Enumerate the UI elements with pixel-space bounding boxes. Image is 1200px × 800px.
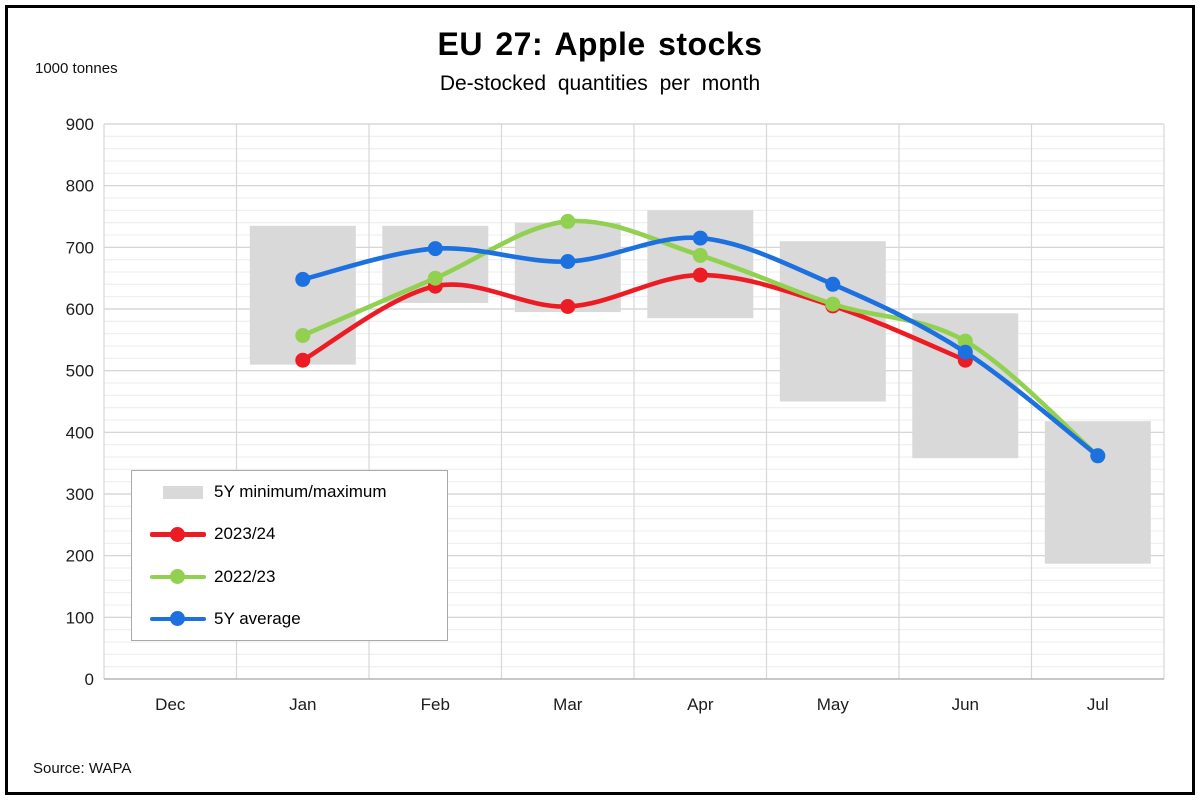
svg-text:Apr: Apr (687, 695, 714, 714)
range-bar (1044, 421, 1151, 564)
data-point (427, 241, 443, 257)
x-axis-tick-labels: Dec Jan Feb Mar Apr May Jun Jul (155, 695, 1108, 714)
data-point (825, 276, 841, 292)
data-point (957, 344, 973, 360)
y-axis-units-label: 1000 tonnes (35, 60, 118, 77)
svg-text:500: 500 (66, 362, 94, 381)
svg-text:300: 300 (66, 485, 94, 504)
svg-text:0: 0 (85, 670, 94, 689)
svg-text:700: 700 (66, 238, 94, 257)
y-axis-tick-labels: 0 100 200 300 400 500 600 700 800 900 (66, 115, 94, 689)
svg-text:Jun: Jun (952, 695, 979, 714)
legend-item-2022-23: 2022/23 (150, 556, 447, 598)
legend-label-range: 5Y minimum/maximum (214, 482, 387, 502)
data-point (560, 213, 576, 229)
data-point (560, 254, 576, 269)
range-swatch-icon (163, 485, 203, 499)
legend-label-2023-24: 2023/24 (214, 524, 276, 544)
data-point (692, 230, 708, 246)
legend-item-range: 5Y minimum/maximum (150, 471, 447, 513)
range-bar (647, 210, 754, 319)
chart-subtitle: De-stocked quantities per month (439, 72, 761, 95)
red-line-marker-icon (150, 526, 212, 542)
svg-text:100: 100 (66, 608, 94, 627)
legend-item-5y-average: 5Y average (150, 598, 447, 640)
svg-text:May: May (817, 695, 850, 714)
source-label: Source: WAPA (33, 760, 132, 777)
data-point (825, 296, 841, 312)
data-point (692, 247, 708, 263)
data-point (1090, 448, 1106, 464)
data-point (427, 270, 443, 286)
data-point (560, 299, 576, 314)
legend-label-5y-average: 5Y average (214, 608, 301, 628)
svg-text:800: 800 (66, 177, 94, 196)
data-point (957, 333, 973, 349)
data-point (295, 352, 311, 368)
data-point (692, 267, 708, 283)
range-bar (249, 225, 356, 365)
svg-text:Feb: Feb (421, 695, 450, 714)
series-5y-average (295, 230, 1106, 464)
svg-text:200: 200 (66, 547, 94, 566)
legend-label-2022-23: 2022/23 (214, 566, 276, 586)
legend-item-2023-24: 2023/24 (150, 513, 447, 555)
data-point (295, 271, 311, 287)
svg-text:Jan: Jan (289, 695, 316, 714)
legend: 5Y minimum/maximum 2023/24 2022/23 5Y av… (131, 470, 448, 641)
green-line-marker-icon (150, 569, 212, 585)
svg-text:600: 600 (66, 300, 94, 319)
svg-text:Jul: Jul (1087, 695, 1109, 714)
chart-frame (5, 5, 1195, 795)
blue-line-marker-icon (150, 611, 212, 627)
svg-text:Dec: Dec (155, 695, 186, 714)
svg-text:Mar: Mar (553, 695, 583, 714)
series-2022-23 (295, 213, 1106, 464)
data-point (295, 328, 311, 343)
svg-text:400: 400 (66, 423, 94, 442)
chart-title: EU 27: Apple stocks (437, 26, 763, 62)
svg-text:900: 900 (66, 115, 94, 134)
